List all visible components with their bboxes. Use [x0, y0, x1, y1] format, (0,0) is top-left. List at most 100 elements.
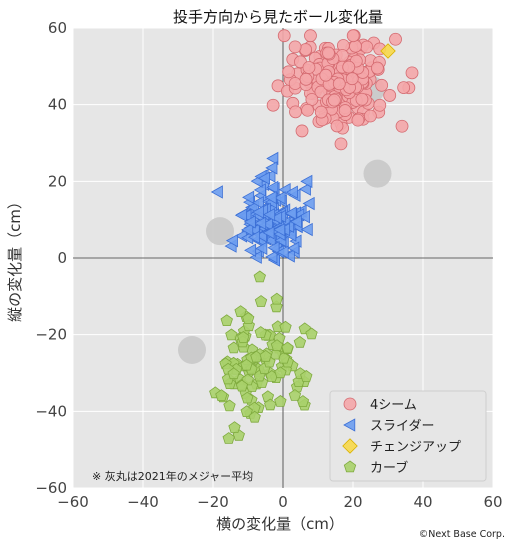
circle-point [319, 68, 333, 82]
series-diamond [380, 43, 396, 59]
triangle-left-point [266, 151, 279, 166]
circle-point [355, 92, 369, 106]
pentagon-point [241, 391, 254, 404]
legend-label: 4シーム [370, 398, 417, 413]
circle-point [289, 105, 302, 119]
circle-point [288, 77, 302, 90]
triangle-left-point [243, 215, 256, 229]
y-tick-label: −40 [35, 402, 67, 420]
pentagon-point [274, 395, 287, 407]
pentagon-point [305, 327, 318, 340]
circle-point [345, 72, 359, 86]
pentagon-point [222, 432, 235, 444]
league-average-circle [363, 159, 392, 188]
legend-pentagon-icon [343, 460, 357, 473]
triangle-left-point [270, 211, 283, 225]
circle-point [282, 65, 296, 79]
pentagon-point [281, 341, 294, 354]
triangle-left-point [255, 241, 268, 255]
circle-point [338, 104, 352, 117]
legend-diamond-icon [342, 438, 358, 454]
series-pentagon [209, 270, 318, 444]
triangle-left-point [254, 216, 267, 230]
y-tick-label: −60 [35, 479, 67, 497]
triangle-left-point [297, 210, 310, 224]
circle-point [351, 113, 365, 127]
triangle-left-point [267, 241, 280, 255]
triangle-left-point [276, 245, 289, 259]
triangle-left-point [273, 222, 286, 237]
circle-point [375, 78, 389, 92]
circle-point [301, 103, 314, 117]
triangle-left-point [251, 205, 264, 219]
legend-circle-icon [343, 397, 357, 411]
triangle-left-point [285, 185, 298, 199]
pentagon-point [254, 295, 268, 307]
average-note: ※ 灰丸は2021年のメジャー平均 [92, 469, 253, 483]
circle-point [405, 66, 419, 80]
triangle-left-point [264, 190, 277, 205]
pentagon-point [240, 405, 253, 418]
triangle-left-point [300, 174, 313, 189]
circle-point [342, 60, 356, 74]
circle-point [397, 81, 411, 94]
pentagon-point [253, 270, 266, 283]
credit-text: ©Next Base Corp. [419, 529, 505, 540]
x-tick-label: 20 [343, 493, 362, 511]
y-tick-label: −20 [35, 326, 67, 344]
triangle-left-point [266, 180, 279, 195]
circle-point [334, 137, 348, 151]
circle-point [277, 29, 291, 43]
x-tick-label: 60 [483, 493, 502, 511]
circle-point [383, 89, 397, 102]
circle-point [363, 109, 377, 123]
circle-point [299, 72, 313, 86]
chart-title: 投手方向から見たボール変化量 [173, 8, 383, 26]
x-tick-label: −20 [197, 493, 229, 511]
triangle-left-point [244, 243, 257, 257]
circle-point [349, 39, 362, 53]
y-tick-label: 60 [48, 19, 67, 37]
pentagon-point [227, 367, 240, 380]
triangle-left-point [265, 250, 278, 264]
pentagon-point [215, 389, 228, 402]
pentagon-point [242, 312, 255, 324]
legend-label: チェンジアップ [370, 440, 461, 455]
triangle-left-point [265, 161, 278, 175]
pentagon-point [288, 389, 302, 401]
circle-point [327, 93, 341, 107]
pentagon-point [270, 339, 284, 352]
triangle-left-point [284, 206, 297, 220]
legend-label: スライダー [370, 419, 434, 434]
circle-point [389, 32, 402, 46]
pentagon-point [293, 336, 307, 348]
pentagon-point [274, 366, 287, 379]
pentagon-point [270, 292, 283, 305]
circle-point [322, 46, 335, 60]
pitch-points [209, 29, 419, 444]
series-triangle-left [210, 151, 315, 267]
circle-point [295, 124, 309, 138]
league-average-circle [206, 217, 234, 246]
circle-point [304, 29, 317, 43]
pentagon-point [235, 379, 249, 392]
x-axis-label: 横の変化量（cm） [216, 515, 344, 533]
league-average-circle [178, 336, 206, 364]
triangle-left-point [251, 195, 264, 210]
legend-label: カーブ [370, 460, 408, 476]
legend-box [329, 390, 487, 482]
zero-lines [73, 28, 493, 488]
y-tick-label: 0 [57, 249, 67, 267]
circle-point [314, 85, 328, 99]
circle-point [314, 105, 328, 119]
triangle-left-point [262, 226, 275, 240]
pentagon-point [279, 320, 292, 333]
circle-point [346, 29, 360, 43]
circle-point [395, 119, 409, 133]
y-tick-label: 40 [48, 96, 67, 114]
circle-point [266, 98, 280, 112]
pentagon-point [228, 421, 241, 433]
circle-point [360, 40, 374, 54]
circle-point [332, 77, 346, 91]
